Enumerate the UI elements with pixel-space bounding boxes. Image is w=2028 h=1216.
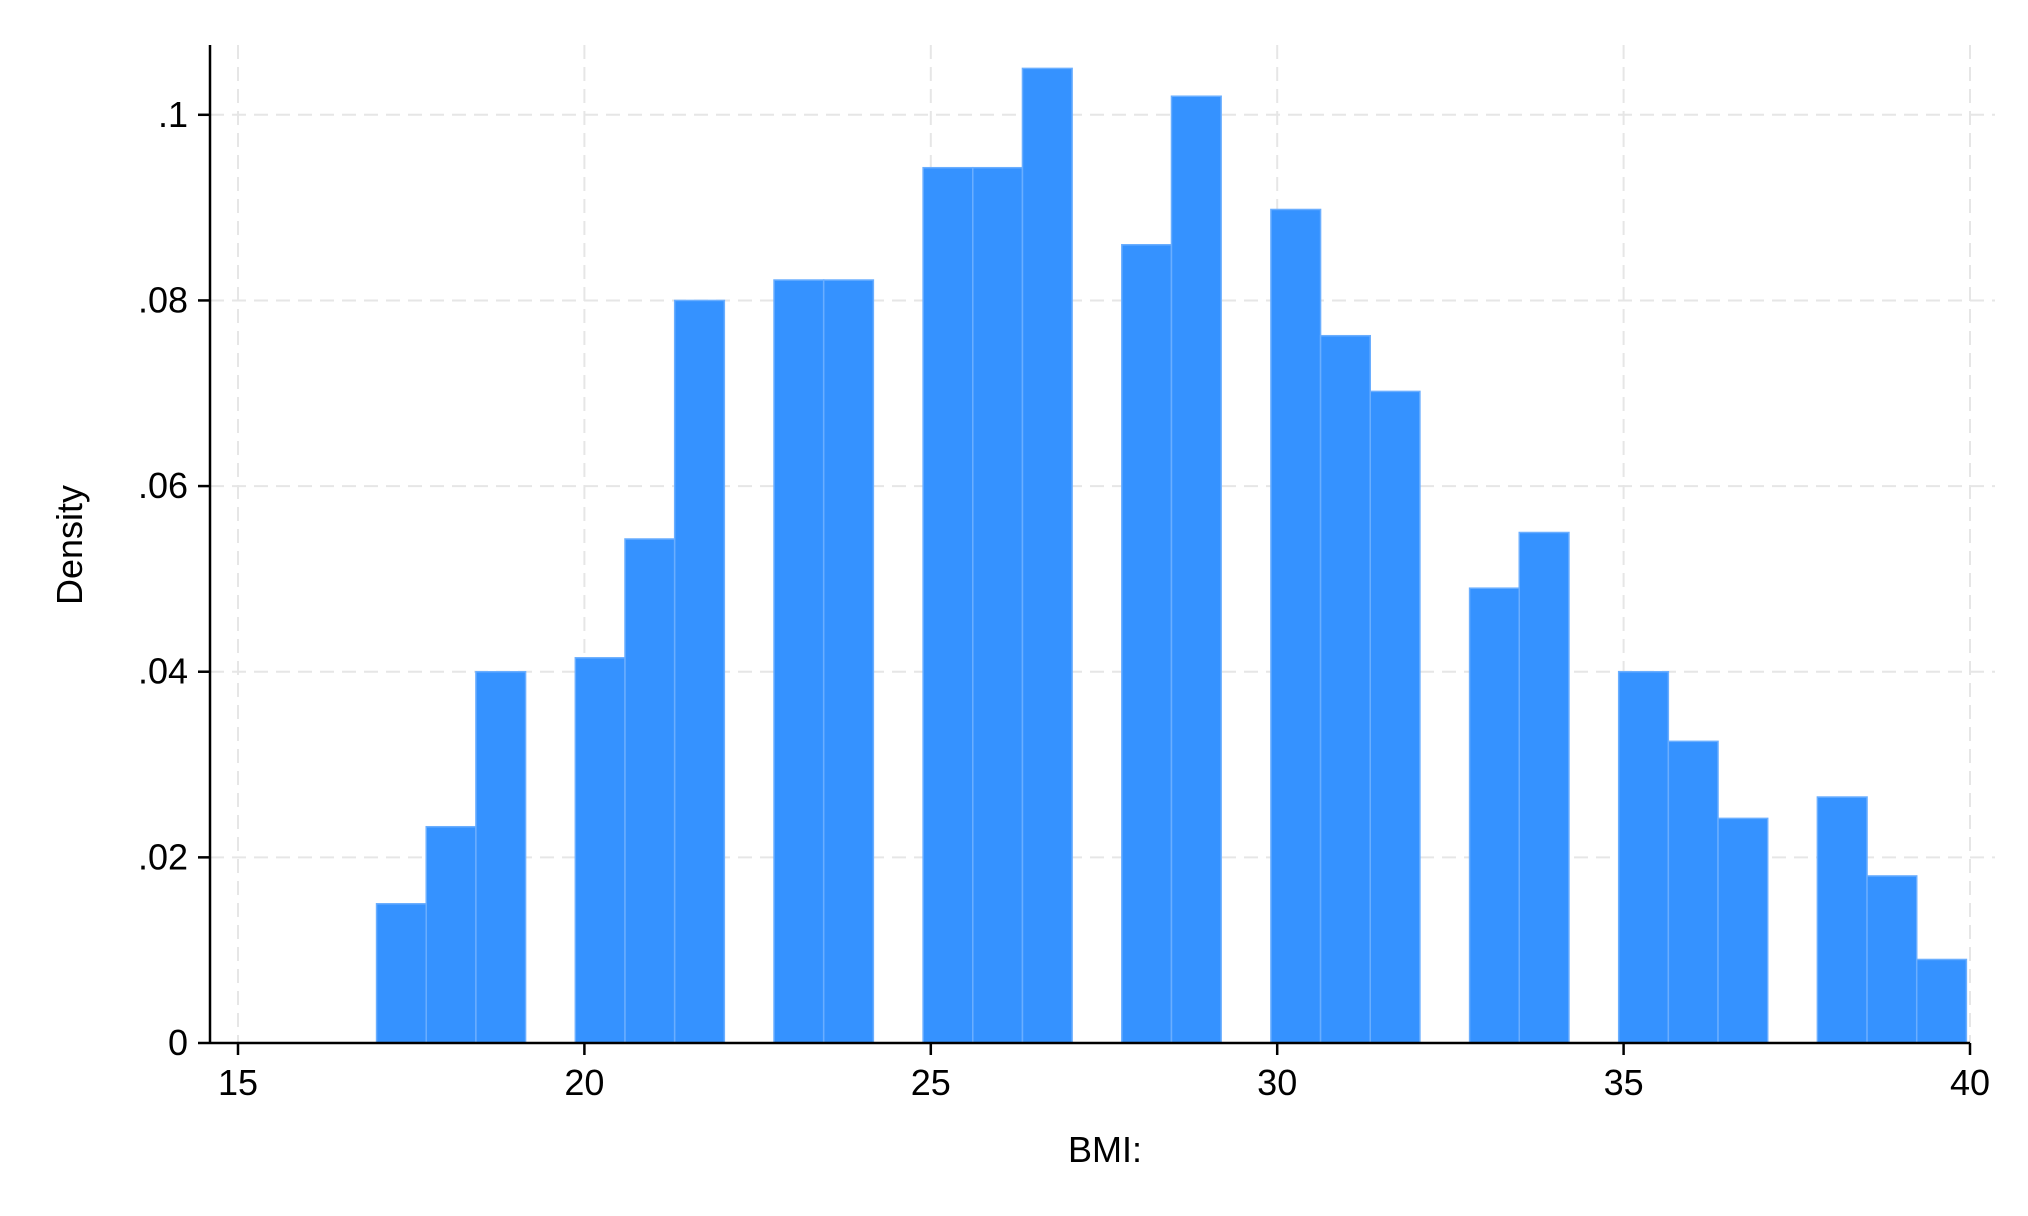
y-tick-label: .06 [138, 465, 188, 506]
histogram-bar-14 [1319, 334, 1371, 1044]
y-tick-label: .04 [138, 651, 188, 692]
y-tick-label: .1 [158, 94, 188, 135]
histogram-bar-0 [375, 903, 427, 1044]
y-tick-label: 0 [168, 1022, 188, 1063]
bars-layer [375, 67, 1968, 1044]
axes-layer [208, 45, 1970, 1045]
x-axis-title: BMI: [1068, 1129, 1142, 1170]
y-tick-label: .02 [138, 836, 188, 877]
histogram-bar-21 [1816, 796, 1868, 1044]
histogram-bar-13 [1270, 208, 1322, 1044]
histogram-bar-3 [574, 657, 626, 1044]
histogram-bar-19 [1667, 740, 1719, 1044]
ticks-layer: 15 20 25 30 35 40 0 .02 .04 .06 .08 .1 [138, 94, 1990, 1103]
histogram-bar-18 [1617, 670, 1670, 1044]
histogram-bar-4 [624, 538, 676, 1044]
x-tick-label: 20 [564, 1062, 604, 1103]
histogram-bar-22 [1866, 875, 1918, 1044]
x-tick-label: 25 [911, 1062, 951, 1103]
histogram-bar-7 [822, 279, 875, 1044]
y-tick-label: .08 [138, 279, 188, 320]
histogram-bar-6 [773, 279, 825, 1044]
histogram-bar-11 [1121, 243, 1173, 1044]
histogram-bar-16 [1468, 587, 1521, 1044]
x-tick-label: 35 [1604, 1062, 1644, 1103]
x-tick-label: 15 [218, 1062, 258, 1103]
x-tick-label: 40 [1950, 1062, 1990, 1103]
histogram-bar-9 [972, 166, 1024, 1044]
histogram-bar-15 [1369, 390, 1421, 1044]
histogram-bar-17 [1518, 531, 1570, 1044]
y-axis-title: Density [49, 485, 90, 605]
histogram-bar-2 [475, 670, 527, 1044]
histogram-bar-1 [425, 825, 477, 1044]
histogram-bar-8 [922, 166, 974, 1044]
histogram-bar-20 [1717, 817, 1769, 1044]
histogram-bar-12 [1170, 95, 1222, 1044]
x-tick-label: 30 [1257, 1062, 1297, 1103]
histogram-bar-23 [1915, 958, 1968, 1044]
histogram-bar-10 [1021, 67, 1073, 1044]
histogram-bar-5 [673, 299, 726, 1044]
